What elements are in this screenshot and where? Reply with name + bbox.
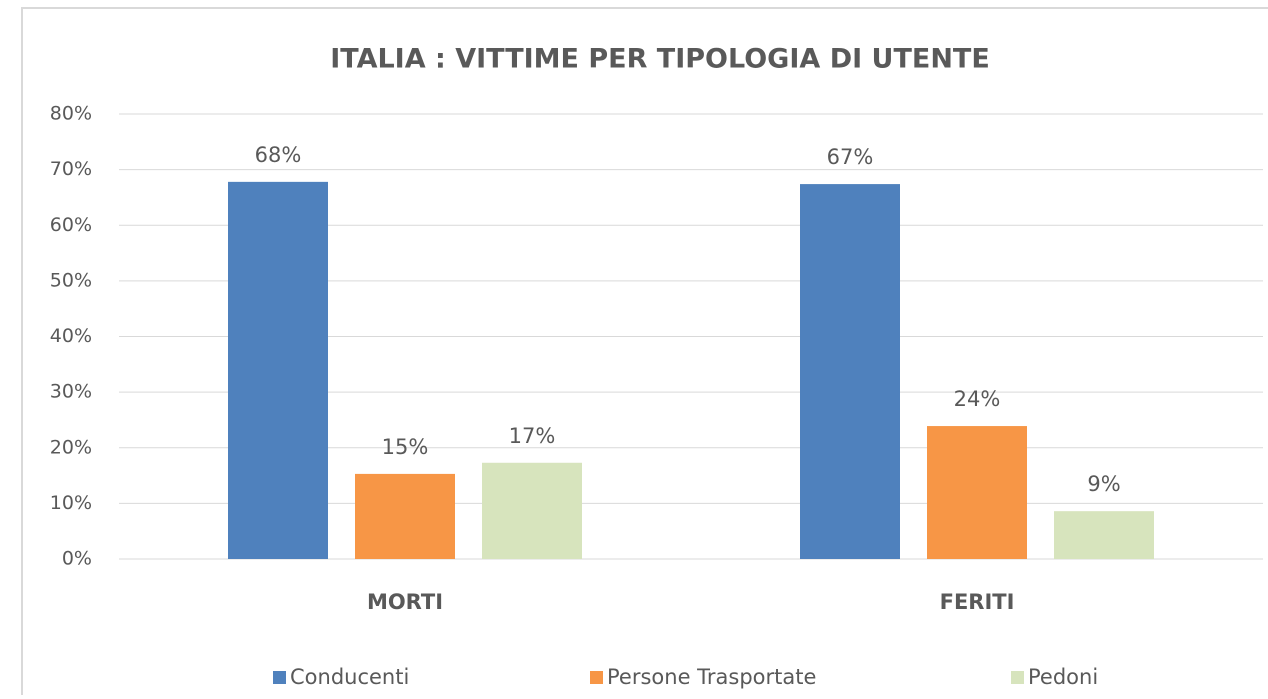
chart-title: ITALIA : VITTIME PER TIPOLOGIA DI UTENTE [330, 44, 990, 75]
legend-swatch [273, 671, 286, 684]
y-tick-label: 60% [50, 214, 92, 236]
data-label: 9% [1087, 472, 1120, 496]
bar [927, 426, 1027, 559]
bar [355, 473, 455, 559]
y-tick-label: 40% [50, 325, 92, 347]
bar [482, 462, 582, 559]
y-tick-label: 70% [50, 158, 92, 180]
data-label: 15% [382, 435, 429, 459]
data-label: 67% [827, 145, 874, 169]
bar [800, 184, 900, 559]
x-tick-label: MORTI [367, 590, 443, 614]
y-tick-label: 50% [50, 269, 92, 291]
chart-frame [21, 7, 1268, 699]
bar [1054, 511, 1154, 559]
y-tick-label: 30% [50, 381, 92, 403]
legend-swatch [590, 671, 603, 684]
y-tick-label: 10% [50, 492, 92, 514]
legend-label: Pedoni [1028, 665, 1098, 689]
data-label: 24% [954, 387, 1001, 411]
x-tick-label: FERITI [940, 590, 1015, 614]
data-label: 68% [255, 143, 302, 167]
y-tick-label: 0% [62, 548, 92, 570]
legend-label: Conducenti [290, 665, 409, 689]
bar [228, 181, 328, 560]
legend-swatch [1011, 671, 1024, 684]
y-tick-label: 80% [50, 103, 92, 125]
legend-label: Persone Trasportate [607, 665, 816, 689]
y-tick-label: 20% [50, 436, 92, 458]
data-label: 17% [509, 424, 556, 448]
